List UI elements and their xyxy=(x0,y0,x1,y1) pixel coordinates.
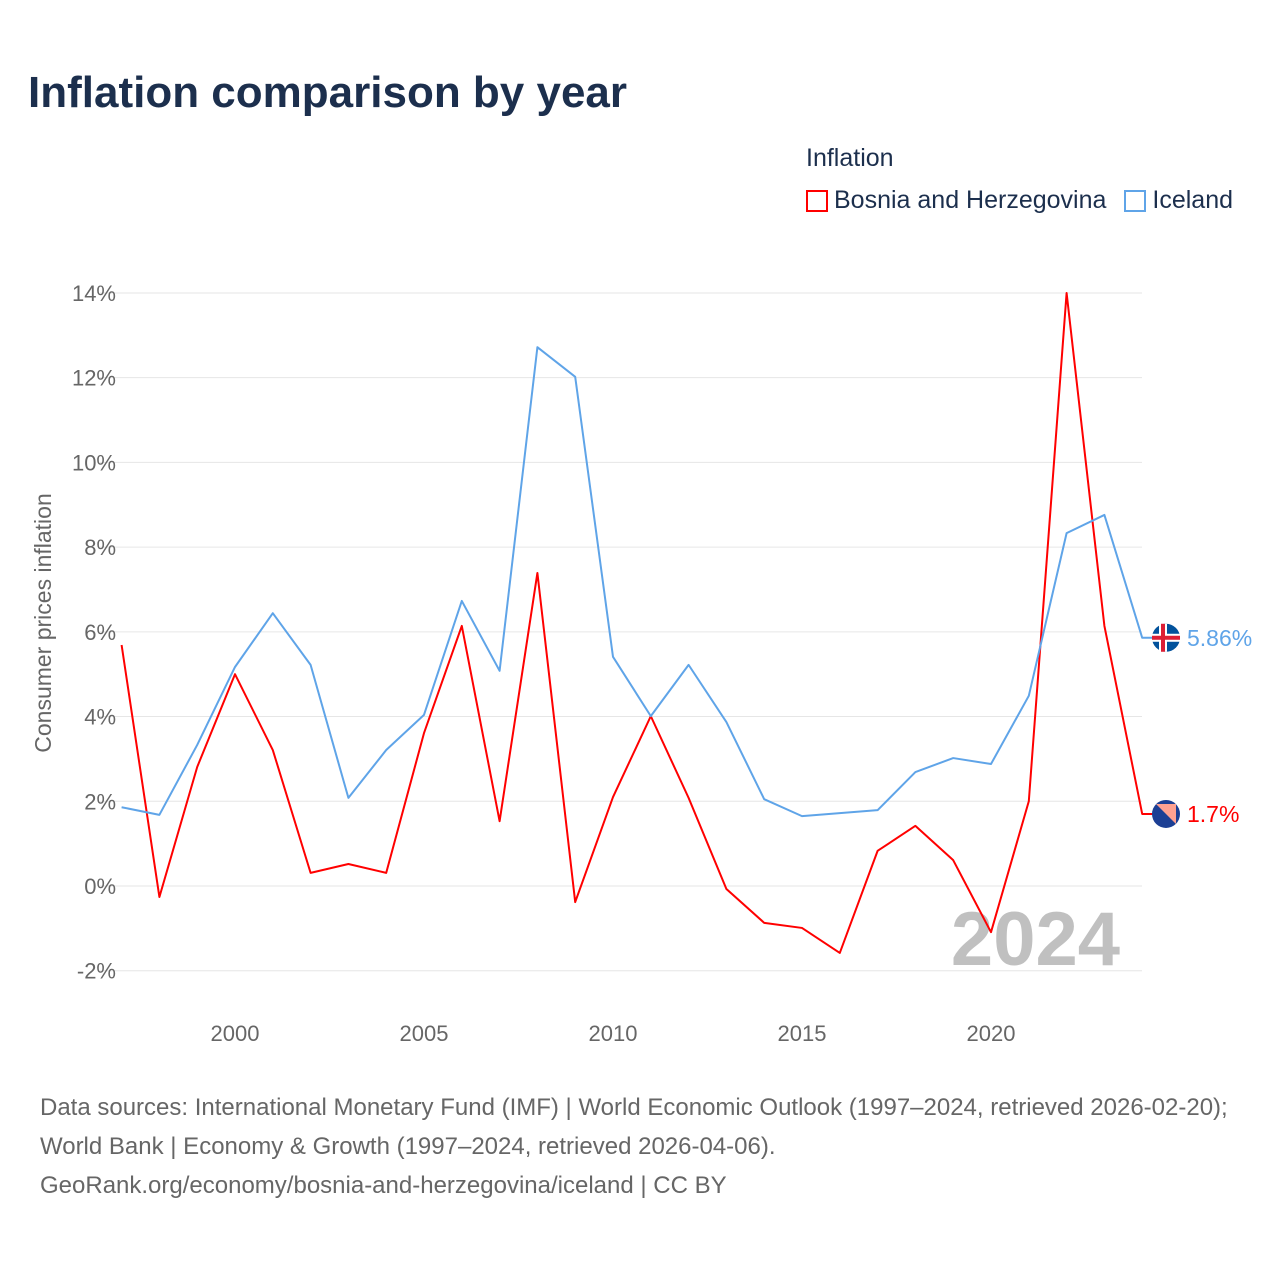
series-line-bosnia xyxy=(120,291,1155,954)
y-tick-label: 0% xyxy=(84,874,116,899)
flag-cross xyxy=(1161,623,1165,652)
y-tick-label: 8% xyxy=(84,535,116,560)
legend: Bosnia and Herzegovina Iceland xyxy=(806,186,1233,215)
legend-swatch-iceland xyxy=(1124,189,1147,212)
y-tick-label: 4% xyxy=(84,705,116,730)
legend-label: Iceland xyxy=(1152,186,1234,214)
x-tick-label: 2020 xyxy=(967,1021,1016,1046)
x-tick-label: 2005 xyxy=(400,1021,449,1046)
legend-title: Inflation xyxy=(806,144,894,172)
end-value-label: 1.7% xyxy=(1187,801,1239,827)
y-tick-label: 10% xyxy=(72,450,116,475)
legend-swatch-bosnia xyxy=(806,189,828,212)
y-axis-label: Consumer prices inflation xyxy=(30,493,56,753)
legend-item-bosnia[interactable]: Bosnia and Herzegovina xyxy=(806,186,1106,215)
y-tick-label: 12% xyxy=(72,366,116,391)
legend-label: Bosnia and Herzegovina xyxy=(834,186,1107,214)
series-line-iceland xyxy=(121,346,1155,818)
x-tick-label: 2015 xyxy=(778,1021,827,1046)
source-note: Data sources: International Monetary Fun… xyxy=(40,1088,1250,1205)
legend-item-iceland[interactable]: Iceland xyxy=(1124,186,1233,215)
year-watermark: 2024 xyxy=(951,897,1120,982)
x-tick-label: 2010 xyxy=(589,1021,638,1046)
flag-cross xyxy=(1152,635,1180,640)
source-link[interactable]: GeoRank.org/economy/bosnia-and-herzegovi… xyxy=(40,1172,727,1199)
chart-title: Inflation comparison by year xyxy=(28,68,628,117)
y-tick-label: 2% xyxy=(84,789,116,814)
x-tick-label: 2000 xyxy=(211,1021,260,1046)
y-tick-label: 14% xyxy=(72,281,116,306)
source-line: Data sources: International Monetary Fun… xyxy=(40,1094,1228,1160)
y-tick-label: -2% xyxy=(77,959,116,984)
flag-triangle xyxy=(1156,803,1176,824)
end-value-label: 5.86% xyxy=(1187,625,1252,651)
y-tick-label: 6% xyxy=(84,620,116,645)
